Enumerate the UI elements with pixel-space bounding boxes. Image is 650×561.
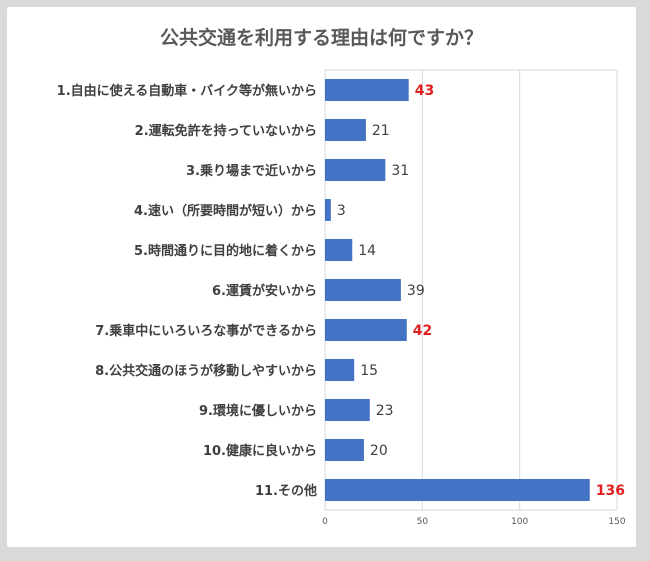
bar	[325, 439, 364, 461]
category-label: 9.環境に優しいから	[199, 403, 317, 419]
data-label: 3	[337, 203, 346, 219]
category-label: 2.運転免許を持っていないから	[135, 123, 317, 139]
category-label: 4.速い（所要時間が短い）から	[134, 203, 317, 219]
data-label: 39	[407, 283, 425, 299]
bar	[325, 359, 355, 381]
bar	[325, 119, 366, 141]
category-label: 5.時間通りに目的地に着くから	[134, 243, 317, 259]
bar	[325, 279, 401, 301]
x-tick-label: 0	[322, 517, 328, 527]
category-label: 7.乗車中にいろいろな事ができるから	[95, 323, 317, 339]
bar	[325, 399, 370, 421]
bar	[325, 319, 407, 341]
x-tick-label: 150	[608, 517, 625, 527]
data-label: 15	[360, 363, 378, 379]
data-label: 14	[358, 243, 376, 259]
data-label: 136	[596, 483, 625, 499]
data-label: 21	[372, 123, 390, 139]
bar	[325, 239, 353, 261]
category-label: 3.乗り場まで近いから	[186, 163, 317, 179]
x-tick-label: 50	[417, 517, 429, 527]
bar	[325, 79, 409, 101]
category-label: 8.公共交通のほうが移動しやすいから	[95, 363, 317, 379]
category-label: 11.その他	[255, 483, 317, 499]
bar	[325, 159, 386, 181]
data-label: 31	[391, 163, 409, 179]
data-label: 43	[415, 83, 434, 99]
data-label: 20	[370, 443, 388, 459]
x-tick-label: 100	[511, 517, 528, 527]
bar	[325, 479, 590, 501]
bar-chart-plot: 0 50 100 150 1.自由に使える自動車・バイク等が無いから 43 2.運転免許を持…	[57, 69, 626, 527]
data-label: 23	[376, 403, 394, 419]
bar	[325, 199, 331, 221]
chart-card: 公共交通を利用する理由は何ですか？ 0 50 100 150 1.自由に使える自動車・バ…	[7, 7, 636, 547]
chart-title: 公共交通を利用する理由は何ですか？	[159, 27, 483, 49]
category-label: 1.自由に使える自動車・バイク等が無いから	[57, 83, 317, 99]
data-label: 42	[413, 323, 432, 339]
category-label: 10.健康に良いから	[203, 443, 317, 459]
category-label: 6.運賃が安いから	[212, 283, 317, 299]
